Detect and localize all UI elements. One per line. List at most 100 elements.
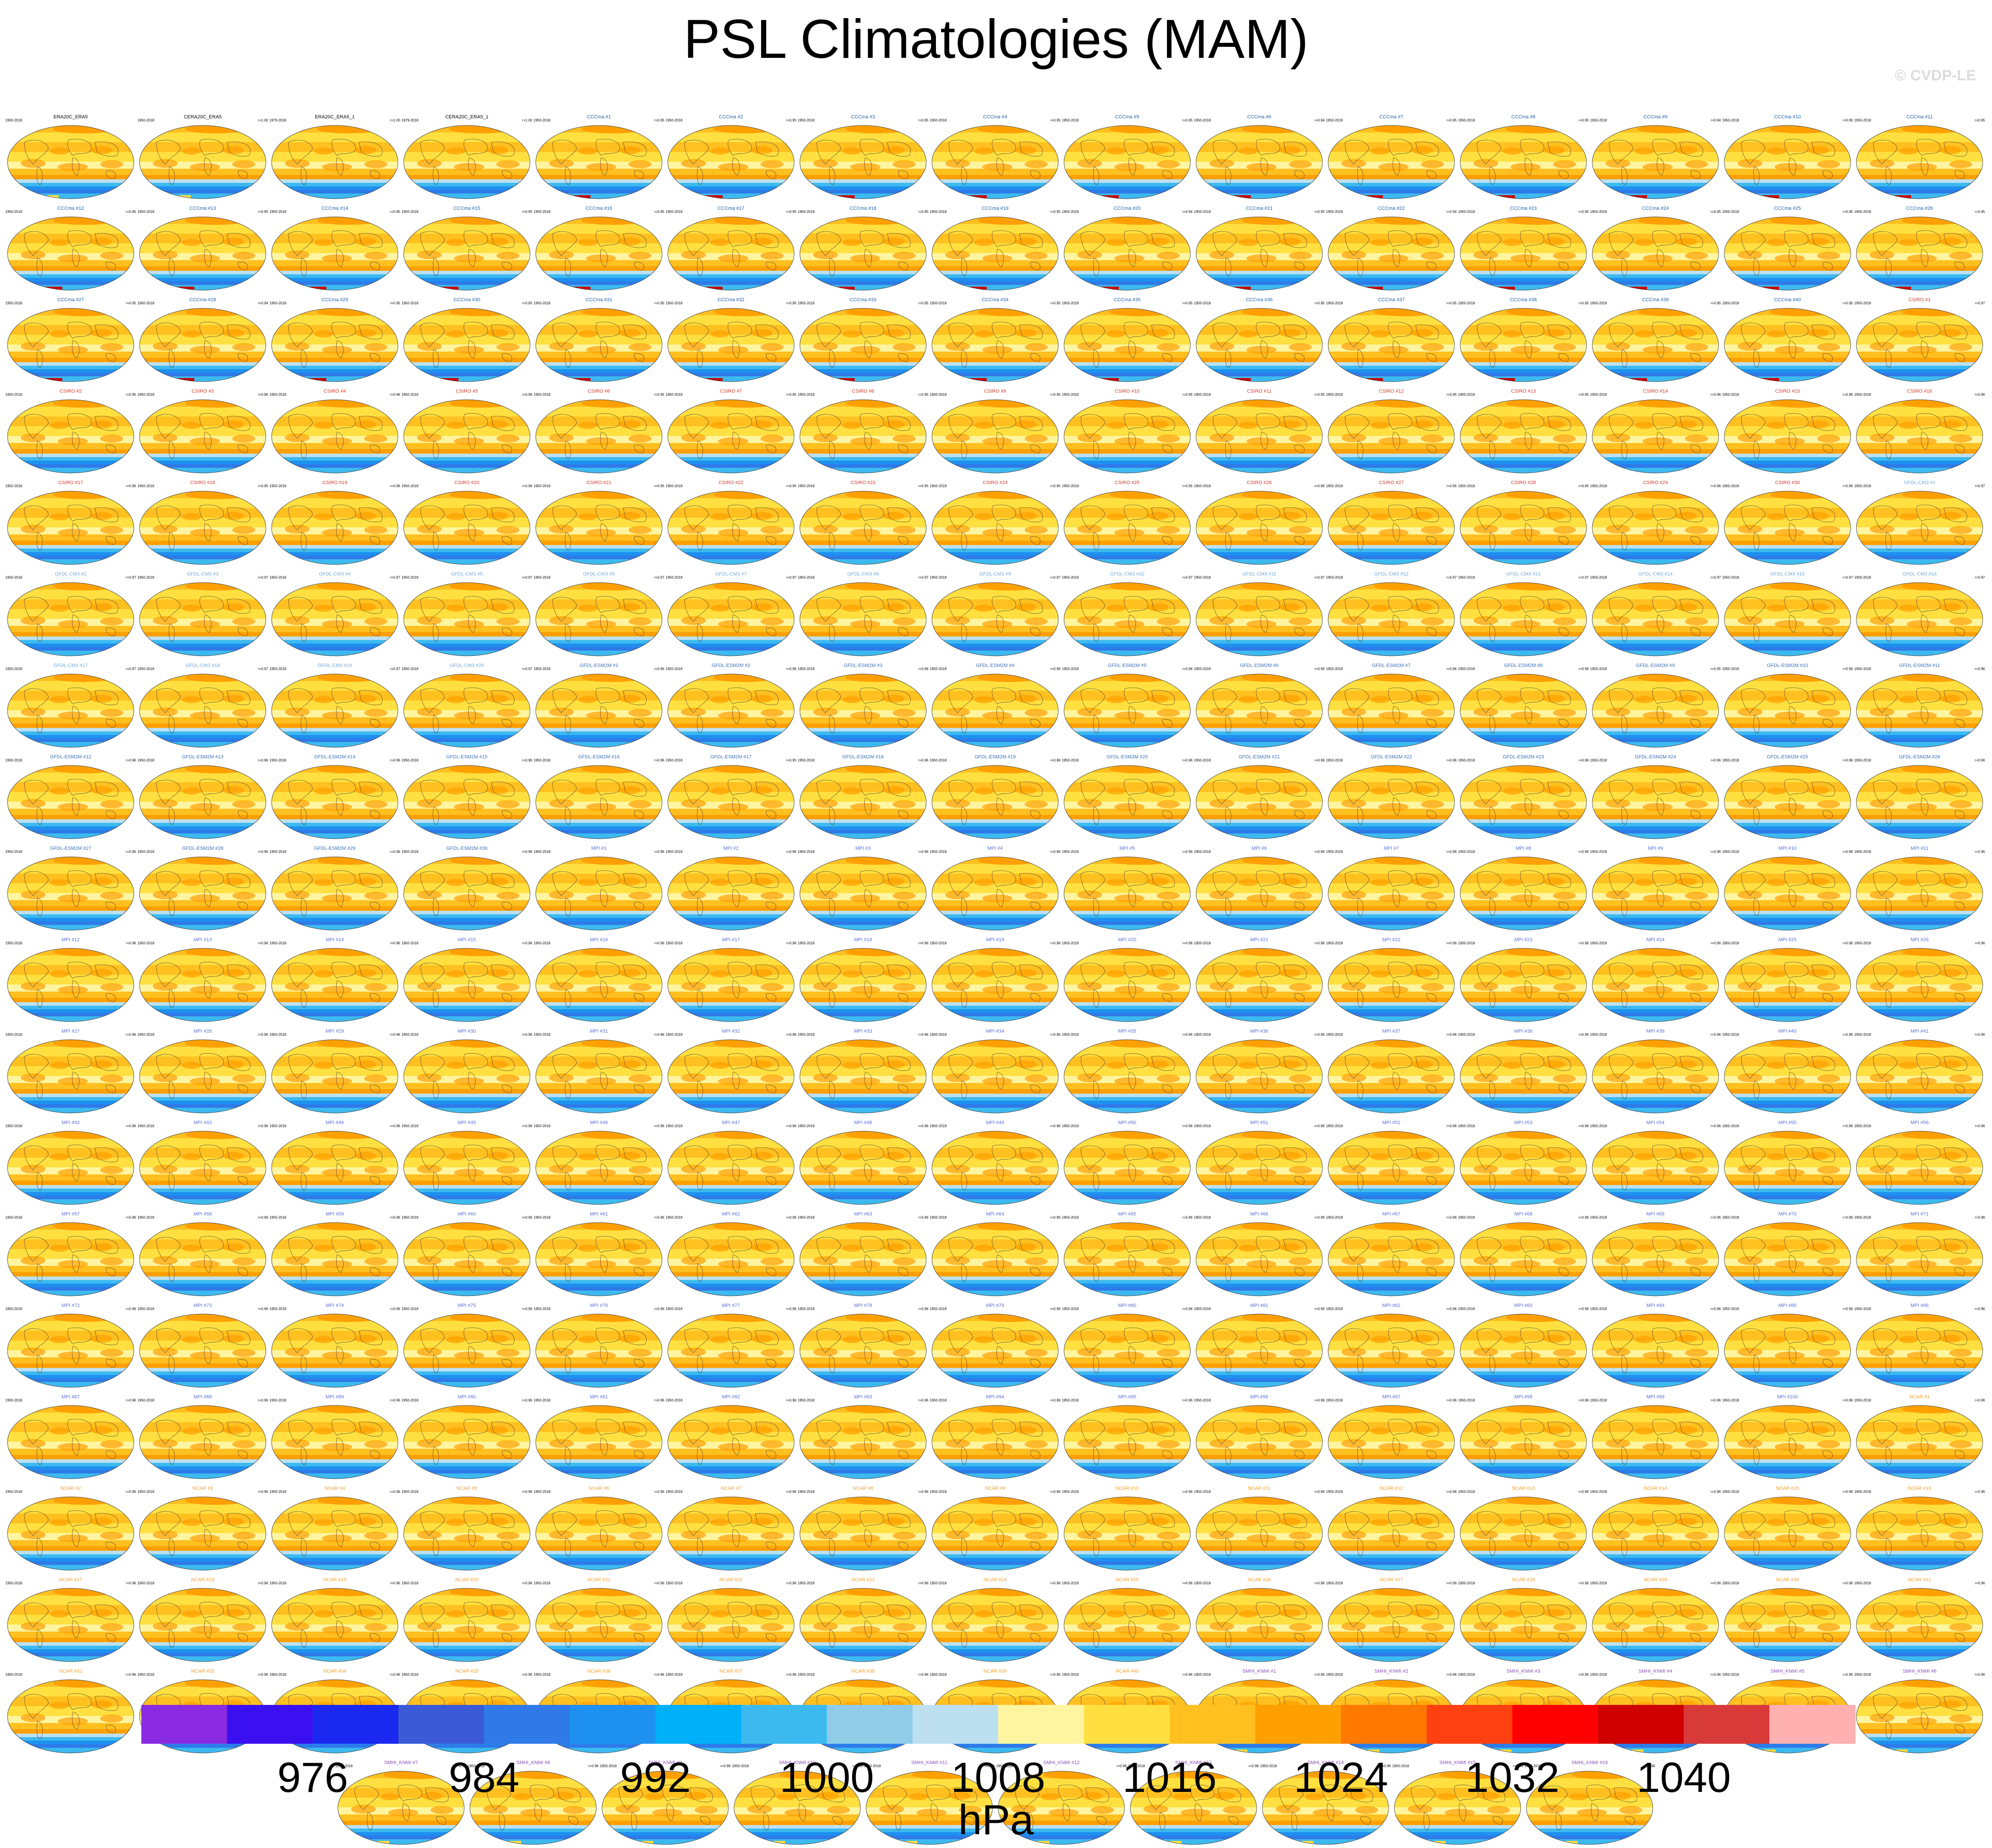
panel-years: 1950-2018: [5, 941, 22, 946]
colorbar-tick-label: 1032: [1465, 1753, 1560, 1802]
map-heatmap: [1327, 1405, 1455, 1480]
panel-correlation: r=0.96: [390, 1307, 400, 1311]
panel-years: 1950-2018: [666, 118, 682, 123]
panel-years: 1950-2018: [1854, 941, 1871, 946]
panel-years: 1950-2018: [1590, 1490, 1607, 1494]
panel-years: 1950-2018: [798, 1033, 814, 1037]
panel-title: MPI #84: [1590, 1303, 1721, 1309]
colorbar-box: [913, 1705, 999, 1744]
map-heatmap: [1591, 1130, 1719, 1205]
panel-years: 1950-2018: [534, 484, 550, 489]
map-heatmap: [1195, 1130, 1323, 1205]
panel-correlation: r=0.97: [654, 576, 664, 580]
map-heatmap: [139, 490, 267, 565]
panel-years: 1950-2018: [269, 850, 286, 854]
map-heatmap: [1195, 399, 1323, 474]
panel-title: MPI #71: [1854, 1211, 1985, 1217]
panel-title: GFDL-ESM2M #25: [1722, 754, 1853, 760]
map-heatmap: [931, 399, 1059, 474]
panel-years: 1950-2018: [534, 1398, 550, 1403]
map-heatmap: [1459, 307, 1587, 382]
panel-correlation: r=0.96: [1050, 1124, 1060, 1128]
panel-correlation: r=0.96: [786, 1216, 796, 1220]
panel-correlation: r=0.96: [126, 1124, 136, 1128]
panel-title: MPI #1: [534, 845, 664, 852]
panel-title: GFDL-ESM2M #18: [798, 754, 928, 760]
panel-years: 1950-2018: [1194, 301, 1211, 306]
panel-years: 1950-2018: [798, 1490, 814, 1494]
panel-correlation: r=0.96: [1579, 1033, 1589, 1037]
panel-title: CERA20C_ERA5_1: [401, 114, 532, 120]
panel-correlation: r=0.96: [522, 1581, 532, 1586]
panel-years: 1950-2018: [1722, 850, 1739, 854]
panel-title: GFDL-ESM2M #7: [1326, 663, 1457, 669]
panel-years: 1950-2018: [1326, 1581, 1343, 1586]
panel-correlation: r=0.96: [1975, 1216, 1985, 1220]
panel-title: MPI #100: [1722, 1394, 1853, 1400]
panel-years: 1950-2018: [1590, 393, 1607, 397]
map-heatmap: [1459, 856, 1587, 931]
panel-correlation: r=0.95: [1579, 210, 1589, 214]
panel-correlation: r=0.94: [258, 301, 268, 306]
panel-title: CERA20C_ERA5: [137, 114, 268, 120]
panel-years: 1950-2018: [401, 1490, 418, 1494]
panel-correlation: r=0.96: [1050, 1490, 1060, 1494]
panel-correlation: r=0.96: [1447, 1124, 1457, 1128]
panel-years: 1950-2018: [1194, 850, 1211, 854]
panel-correlation: r=0.96: [1579, 667, 1589, 671]
panel-correlation: r=0.96: [1182, 1398, 1193, 1403]
map-heatmap: [535, 216, 663, 291]
panel-years: 1950-2018: [137, 1490, 154, 1494]
panel-years: 1950-2018: [137, 1124, 154, 1128]
panel-years: 1950-2018: [1062, 1307, 1079, 1311]
panel-correlation: r=0.95: [654, 484, 664, 489]
panel-correlation: r=0.96: [390, 941, 400, 946]
panel-title: MPI #31: [534, 1028, 664, 1034]
map-heatmap: [799, 1405, 927, 1480]
panel-title: MPI #47: [666, 1120, 796, 1126]
map-heatmap: [799, 673, 927, 748]
map-heatmap: [1591, 125, 1719, 200]
panel-correlation: r=0.96: [522, 1216, 532, 1220]
panel-title: CCCma #38: [1458, 297, 1589, 303]
panel-years: 1950-2018: [137, 301, 154, 306]
panel-correlation: r=0.97: [1050, 576, 1060, 580]
panel-title: MPI #34: [930, 1028, 1060, 1034]
map-heatmap: [1327, 856, 1455, 931]
panel-title: CCCma #12: [5, 205, 136, 212]
panel-correlation: r=0.95: [1314, 393, 1325, 397]
map-heatmap: [139, 765, 267, 840]
map-heatmap: [667, 1587, 795, 1662]
panel-correlation: r=0.96: [1711, 1581, 1721, 1586]
panel-title: MPI #28: [137, 1028, 268, 1034]
panel-title: GFDL-CM3 #12: [1326, 571, 1457, 577]
panel-years: 1950-2018: [666, 850, 682, 854]
